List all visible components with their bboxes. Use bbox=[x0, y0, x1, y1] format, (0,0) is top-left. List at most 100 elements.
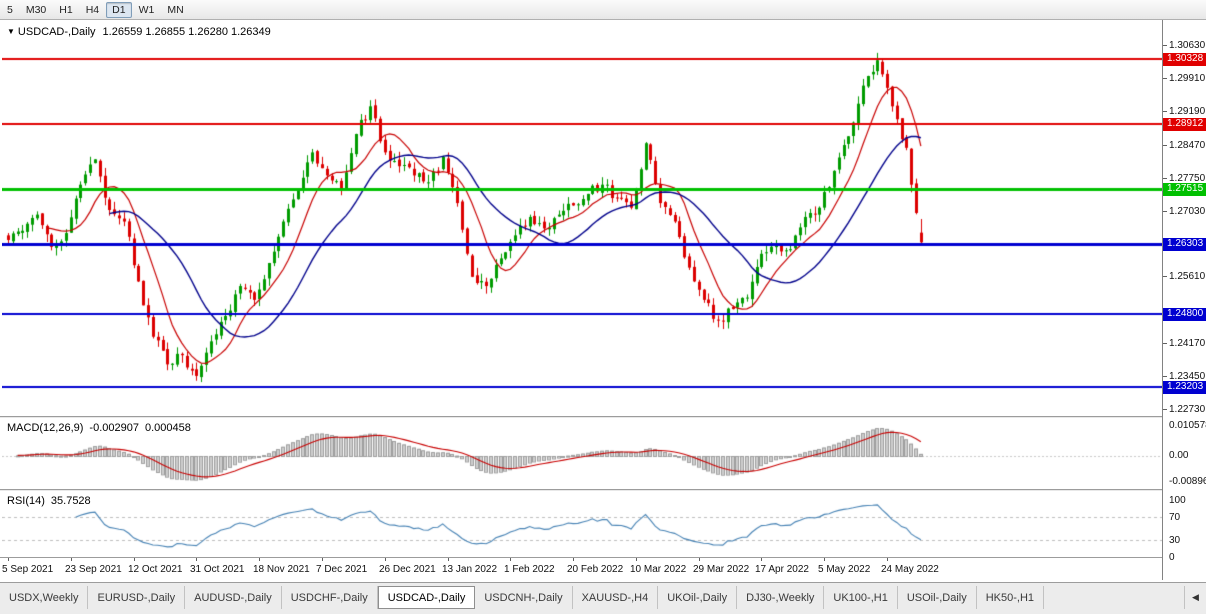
time-axis-label: 20 Feb 2022 bbox=[567, 564, 624, 575]
macd-axis-label: -0.00896 bbox=[1169, 476, 1206, 487]
macd-signal-value: 0.000458 bbox=[144, 422, 191, 434]
pane-splitter[interactable] bbox=[0, 489, 1206, 491]
price-axis-tickmark bbox=[1163, 376, 1167, 377]
chart-title-marker-icon: ▼ bbox=[7, 27, 15, 36]
time-axis-label: 1 Feb 2022 bbox=[504, 564, 555, 575]
time-axis-label: 5 May 2022 bbox=[818, 564, 871, 575]
chart-tab-uk100-h1[interactable]: UK100-,H1 bbox=[824, 586, 898, 609]
price-axis-label: 1.28470 bbox=[1169, 140, 1206, 151]
tab-scroll-left-button[interactable]: ◀ bbox=[1184, 586, 1206, 609]
chart-tab-usoil-daily[interactable]: USOil-,Daily bbox=[898, 586, 977, 609]
price-axis-tickmark bbox=[1163, 409, 1167, 410]
price-chart-canvas[interactable] bbox=[2, 22, 1162, 416]
macd-main-value: -0.002907 bbox=[89, 422, 139, 434]
rsi-axis-label: 100 bbox=[1169, 495, 1186, 506]
chart-symbol-period: USDCAD-,Daily bbox=[17, 26, 96, 38]
time-axis-tickmark bbox=[322, 558, 323, 561]
timeframe-button-w1[interactable]: W1 bbox=[138, 3, 155, 16]
time-axis-tickmark bbox=[887, 558, 888, 561]
rsi-axis-label: 70 bbox=[1169, 512, 1181, 523]
time-axis-label: 26 Dec 2021 bbox=[379, 564, 436, 575]
timeframe-button-5[interactable]: 5 bbox=[7, 3, 13, 16]
time-axis-label: 24 May 2022 bbox=[881, 564, 939, 575]
time-axis-label: 7 Dec 2021 bbox=[316, 564, 368, 575]
time-axis-tickmark bbox=[196, 558, 197, 561]
chart-title: ▼ USDCAD-,Daily 1.26559 1.26855 1.26280 1.… bbox=[7, 26, 271, 38]
timeframe-button-h4[interactable]: H4 bbox=[85, 3, 100, 16]
time-axis-label: 18 Nov 2021 bbox=[253, 564, 310, 575]
macd-name: MACD(12,26,9) bbox=[7, 422, 84, 434]
hline-price-badge: 1.27515 bbox=[1163, 183, 1206, 196]
price-axis-label: 1.23450 bbox=[1169, 371, 1206, 382]
time-axis-label: 23 Sep 2021 bbox=[65, 564, 122, 575]
timeframe-toolbar: 5 M30 H1 H4 D1 W1 MN bbox=[0, 0, 1206, 20]
chart-tab-eurusd-daily[interactable]: EURUSD-,Daily bbox=[88, 586, 186, 609]
chart-tab-audusd-daily[interactable]: AUDUSD-,Daily bbox=[185, 586, 282, 609]
time-axis-tickmark bbox=[636, 558, 637, 561]
rsi-label: RSI(14) 35.7528 bbox=[7, 495, 97, 507]
rsi-axis-label: 0 bbox=[1169, 552, 1175, 563]
time-axis-label: 5 Sep 2021 bbox=[2, 564, 54, 575]
price-axis-tickmark bbox=[1163, 78, 1167, 79]
price-axis-border bbox=[1162, 20, 1163, 580]
price-axis-tickmark bbox=[1163, 145, 1167, 146]
time-axis-label: 12 Oct 2021 bbox=[128, 564, 183, 575]
price-axis-label: 1.27750 bbox=[1169, 173, 1206, 184]
chart-tab-ukoil-daily[interactable]: UKOil-,Daily bbox=[658, 586, 738, 609]
time-axis-tickmark bbox=[573, 558, 574, 561]
hline-price-badge: 1.28912 bbox=[1163, 118, 1206, 131]
chart-tab-dj30-weekly[interactable]: DJ30-,Weekly bbox=[737, 586, 825, 609]
timeframe-button-m30[interactable]: M30 bbox=[25, 3, 47, 16]
price-axis[interactable]: 1.30630 1.29910 1.29190 1.28470 1.27750 1.270… bbox=[1163, 20, 1206, 580]
chart-tab-usdcnh-daily[interactable]: USDCNH-,Daily bbox=[475, 586, 573, 609]
price-axis-label: 1.30630 bbox=[1169, 40, 1206, 51]
time-axis-label: 10 Mar 2022 bbox=[630, 564, 687, 575]
price-axis-label: 1.29910 bbox=[1169, 73, 1206, 84]
price-axis-tickmark bbox=[1163, 45, 1167, 46]
price-axis-label: 1.24170 bbox=[1169, 338, 1206, 349]
timeframe-button-mn[interactable]: MN bbox=[167, 3, 184, 16]
time-axis-tickmark bbox=[761, 558, 762, 561]
price-axis-label: 1.25610 bbox=[1169, 271, 1206, 282]
chart-tab-bar: USDX,Weekly EURUSD-,Daily AUDUSD-,Daily USD… bbox=[0, 582, 1206, 614]
price-axis-label: 1.22730 bbox=[1169, 404, 1206, 415]
timeframe-button-d1[interactable]: D1 bbox=[106, 1, 132, 18]
chart-tab-usdcad-daily[interactable]: USDCAD-,Daily bbox=[377, 586, 476, 609]
price-axis-label: 1.29190 bbox=[1169, 106, 1206, 117]
time-axis-tickmark bbox=[134, 558, 135, 561]
time-axis-tickmark bbox=[510, 558, 511, 561]
chart-tab-usdchf-daily[interactable]: USDCHF-,Daily bbox=[282, 586, 378, 609]
time-axis-tickmark bbox=[699, 558, 700, 561]
hline-price-badge: 1.24800 bbox=[1163, 308, 1206, 321]
macd-indicator-canvas[interactable] bbox=[2, 418, 1162, 489]
time-axis-tickmark bbox=[71, 558, 72, 561]
time-axis-tickmark bbox=[824, 558, 825, 561]
time-axis-label: 29 Mar 2022 bbox=[693, 564, 750, 575]
chart-tab-xauusd-h4[interactable]: XAUUSD-,H4 bbox=[573, 586, 659, 609]
price-axis-label: 1.27030 bbox=[1169, 206, 1206, 217]
time-axis[interactable]: 5 Sep 2021 23 Sep 2021 12 Oct 2021 31 Oct 2… bbox=[0, 558, 1162, 580]
rsi-indicator-canvas[interactable] bbox=[2, 491, 1162, 557]
macd-axis-label: 0.010578 bbox=[1169, 420, 1206, 431]
hline-price-badge: 1.23203 bbox=[1163, 381, 1206, 394]
time-axis-label: 31 Oct 2021 bbox=[190, 564, 245, 575]
chart-ohlc-values: 1.26559 1.26855 1.26280 1.26349 bbox=[102, 26, 271, 38]
time-axis-tickmark bbox=[259, 558, 260, 561]
pane-splitter[interactable] bbox=[0, 416, 1206, 418]
chart-tab-hk50-h1[interactable]: HK50-,H1 bbox=[977, 586, 1045, 609]
time-axis-tickmark bbox=[385, 558, 386, 561]
macd-axis-label: 0.00 bbox=[1169, 450, 1189, 461]
price-axis-tickmark bbox=[1163, 276, 1167, 277]
time-axis-label: 13 Jan 2022 bbox=[442, 564, 498, 575]
rsi-value: 35.7528 bbox=[50, 495, 91, 507]
price-axis-tickmark bbox=[1163, 343, 1167, 344]
time-axis-tickmark bbox=[8, 558, 9, 561]
price-axis-tickmark bbox=[1163, 111, 1167, 112]
rsi-name: RSI(14) bbox=[7, 495, 45, 507]
chart-tab-usdx-weekly[interactable]: USDX,Weekly bbox=[0, 586, 89, 609]
hline-price-badge: 1.26303 bbox=[1163, 238, 1206, 251]
timeframe-button-h1[interactable]: H1 bbox=[59, 3, 73, 16]
macd-label: MACD(12,26,9) -0.002907 0.000458 bbox=[7, 422, 197, 434]
price-axis-tickmark bbox=[1163, 178, 1167, 179]
